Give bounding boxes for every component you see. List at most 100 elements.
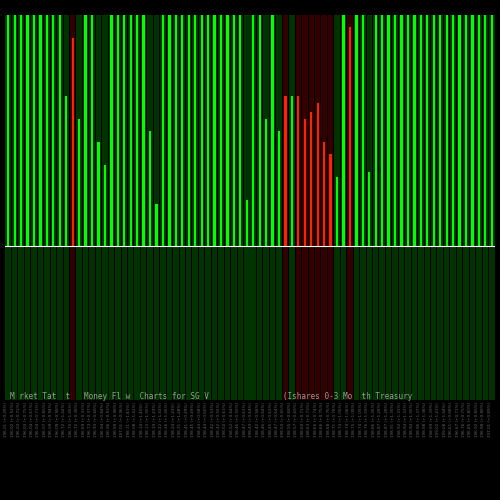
Bar (252, 15, 254, 246)
Bar (110, 15, 112, 246)
Bar (84, 15, 86, 246)
Bar (128, 15, 134, 400)
Bar (360, 15, 366, 400)
Bar (458, 15, 460, 246)
Bar (366, 15, 372, 400)
Bar (322, 15, 327, 400)
Bar (104, 165, 106, 246)
Bar (354, 15, 359, 400)
Bar (463, 15, 468, 400)
Bar (122, 15, 127, 400)
Bar (452, 15, 454, 246)
Bar (52, 15, 54, 246)
Bar (90, 15, 95, 400)
Bar (14, 15, 16, 246)
Bar (489, 15, 494, 400)
Bar (302, 15, 308, 400)
Bar (381, 15, 384, 246)
Bar (244, 15, 250, 400)
Bar (472, 15, 474, 246)
Bar (65, 96, 68, 246)
Bar (296, 15, 301, 400)
Bar (424, 15, 430, 400)
Bar (46, 15, 48, 246)
Bar (272, 15, 274, 246)
Bar (340, 15, 346, 400)
Bar (386, 15, 392, 400)
Bar (400, 15, 402, 246)
Bar (6, 15, 11, 400)
Bar (102, 15, 108, 400)
Bar (44, 15, 50, 400)
Bar (482, 15, 488, 400)
Bar (264, 15, 269, 400)
Bar (373, 15, 378, 400)
Bar (490, 15, 493, 246)
Bar (278, 130, 280, 246)
Bar (20, 15, 22, 246)
Bar (276, 15, 282, 400)
Bar (282, 15, 288, 400)
Bar (220, 15, 222, 246)
Bar (476, 15, 482, 400)
Bar (304, 119, 306, 246)
Bar (12, 15, 18, 400)
Bar (78, 119, 80, 246)
Bar (308, 15, 314, 400)
Bar (334, 15, 340, 400)
Bar (212, 15, 218, 400)
Bar (246, 200, 248, 246)
Bar (257, 15, 262, 400)
Bar (291, 96, 293, 246)
Bar (173, 15, 178, 400)
Bar (214, 15, 216, 246)
Bar (130, 15, 132, 246)
Bar (470, 15, 475, 400)
Bar (134, 15, 140, 400)
Bar (64, 15, 69, 400)
Bar (192, 15, 198, 400)
Bar (83, 15, 88, 400)
Bar (162, 15, 164, 246)
Bar (356, 15, 358, 246)
Bar (284, 96, 286, 246)
Bar (91, 15, 93, 246)
Bar (108, 15, 114, 400)
Bar (432, 15, 435, 246)
Bar (362, 15, 364, 246)
Text: M rket Tat  t   Money Fl w  Charts for SG V                (Ishares 0-3 Mo  th T: M rket Tat t Money Fl w Charts for SG V … (10, 392, 500, 402)
Bar (70, 15, 75, 400)
Bar (392, 15, 398, 400)
Bar (123, 15, 126, 246)
Bar (484, 15, 486, 246)
Bar (149, 130, 151, 246)
Bar (270, 15, 276, 400)
Bar (224, 15, 230, 400)
Bar (200, 15, 203, 246)
Bar (446, 15, 448, 246)
Bar (38, 15, 43, 400)
Bar (399, 15, 404, 400)
Bar (142, 15, 144, 246)
Bar (450, 15, 456, 400)
Bar (347, 15, 352, 400)
Bar (141, 15, 146, 400)
Bar (199, 15, 204, 400)
Bar (226, 15, 228, 246)
Bar (57, 15, 62, 400)
Bar (368, 172, 370, 246)
Bar (478, 15, 480, 246)
Bar (336, 176, 338, 246)
Bar (160, 15, 166, 400)
Bar (156, 204, 158, 246)
Bar (206, 15, 211, 400)
Bar (116, 15, 119, 246)
Bar (265, 119, 267, 246)
Bar (330, 154, 332, 246)
Bar (289, 15, 294, 400)
Bar (32, 15, 37, 400)
Bar (342, 15, 344, 246)
Bar (25, 15, 30, 400)
Bar (218, 15, 224, 400)
Bar (414, 15, 416, 246)
